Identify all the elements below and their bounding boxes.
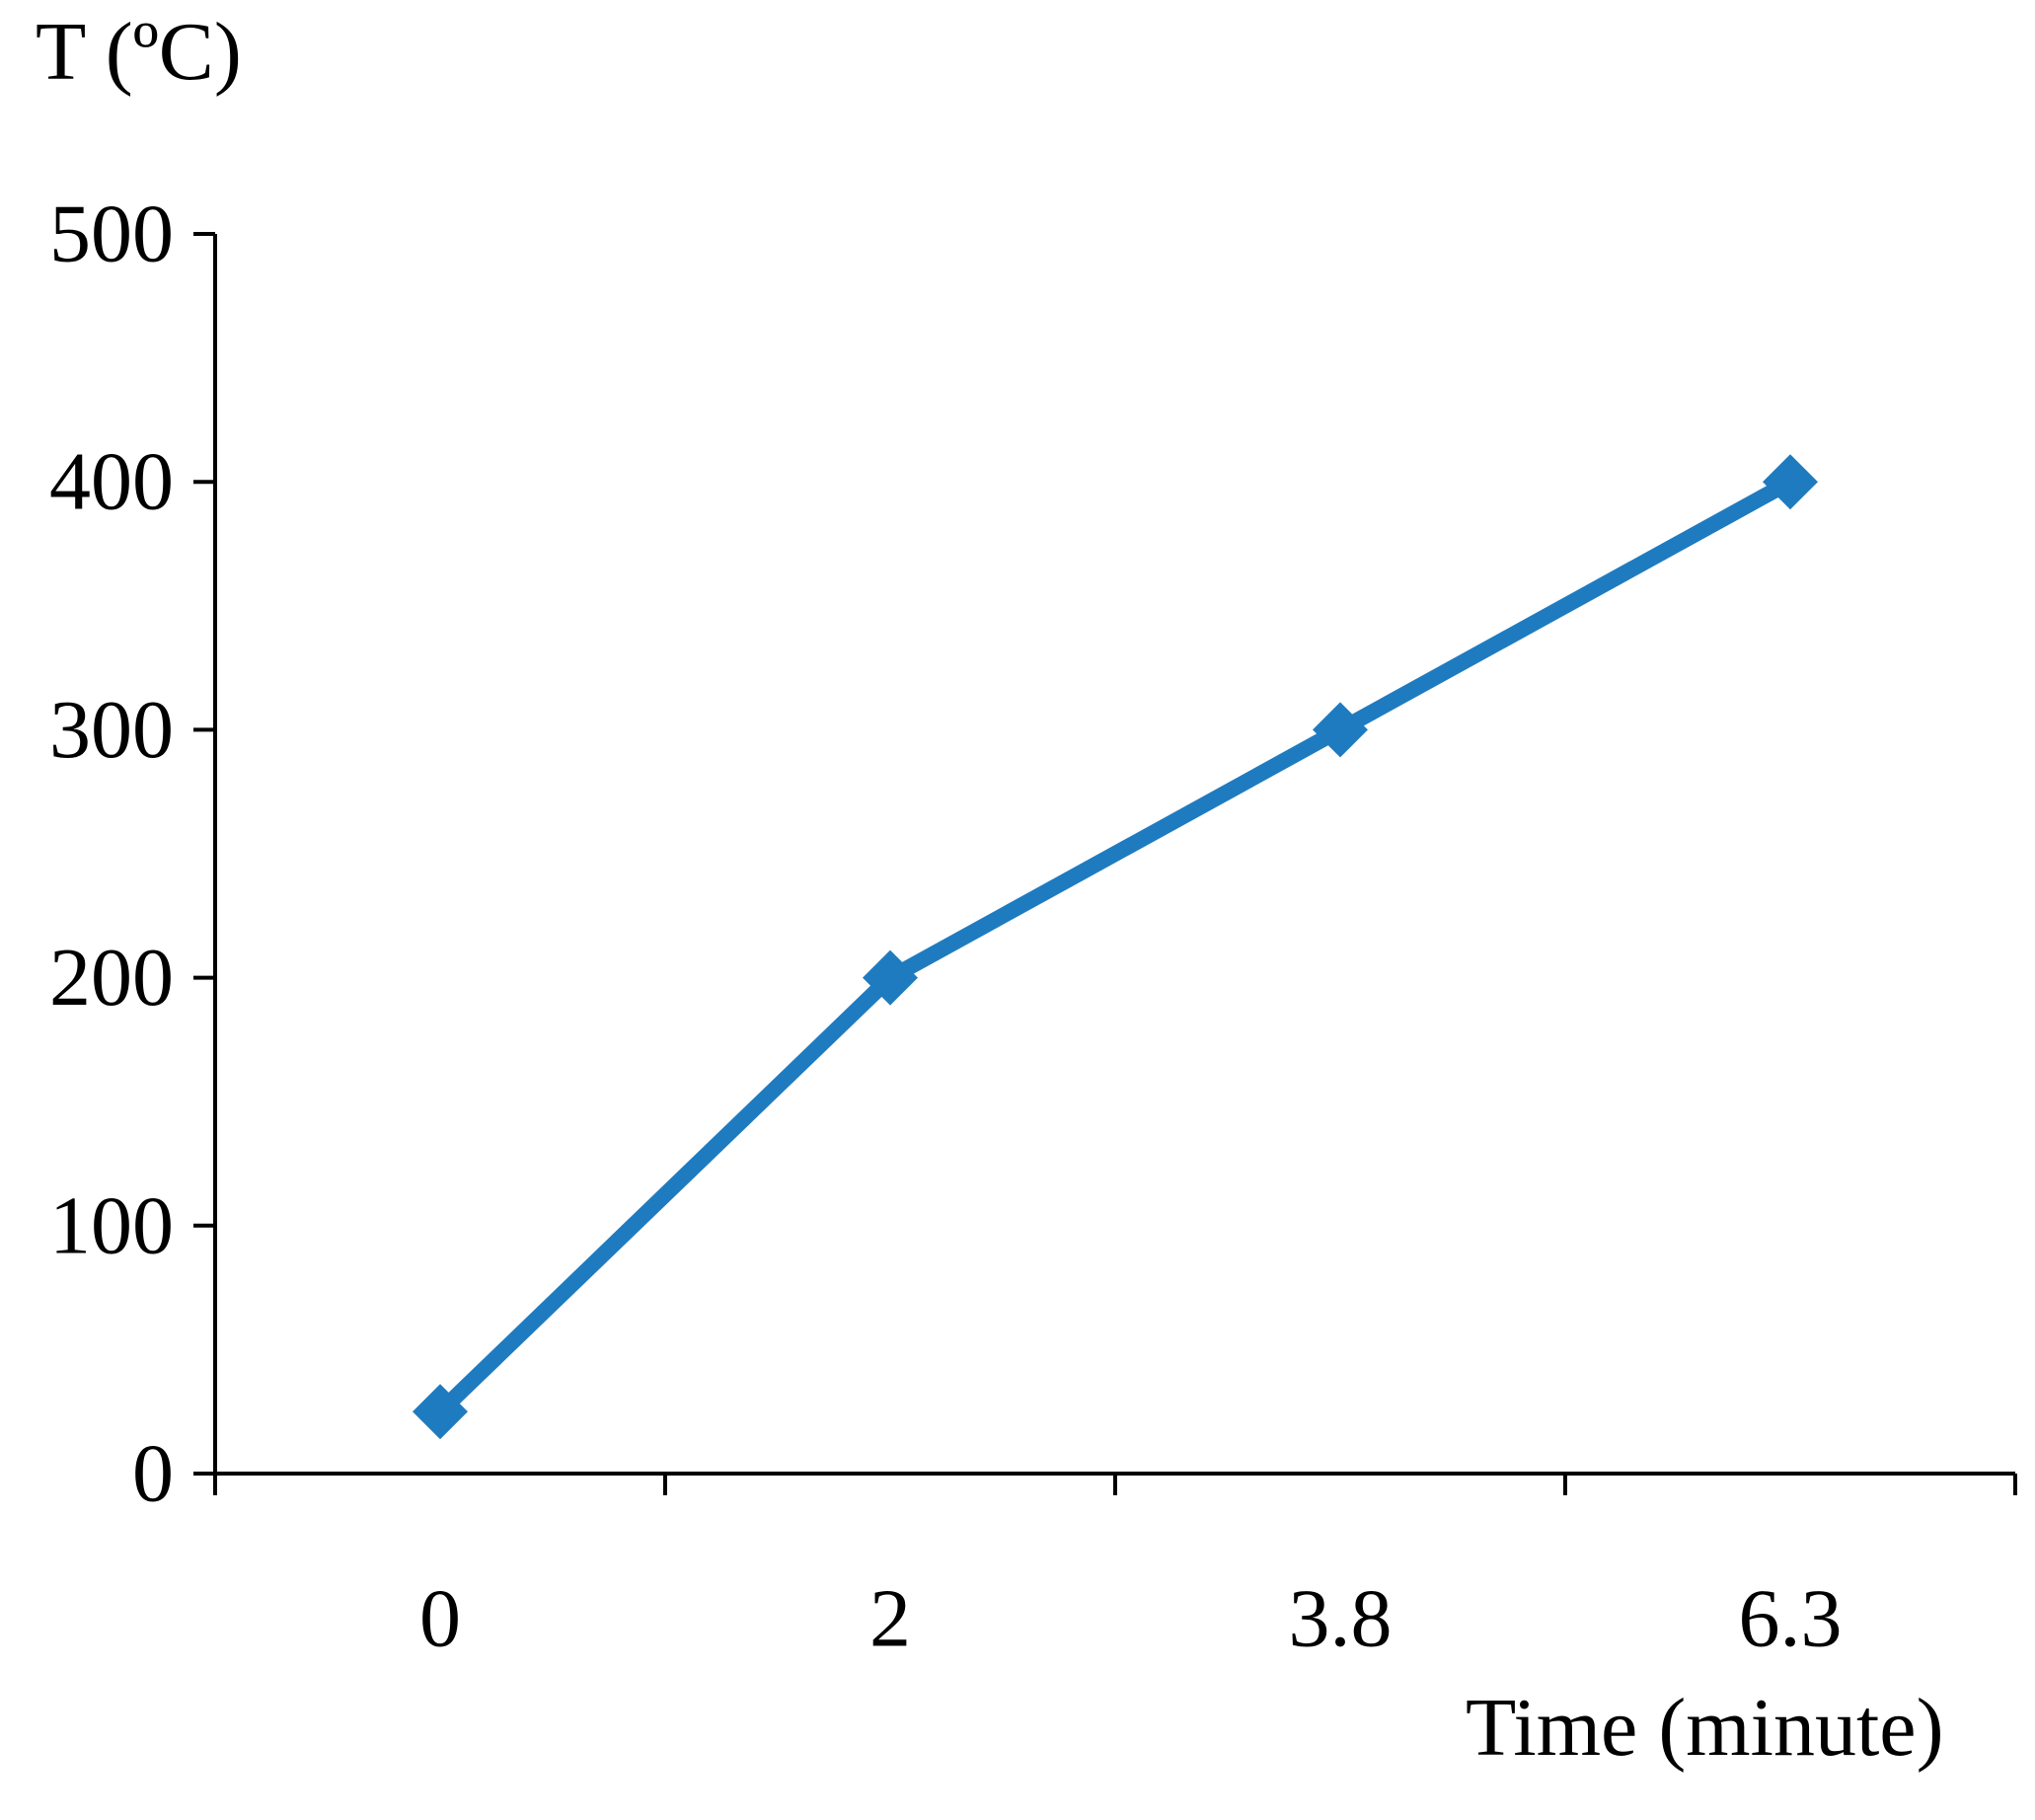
x-axis-title: Time (minute) — [1466, 1682, 1944, 1774]
x-tick-label: 3.8 — [1289, 1573, 1393, 1665]
plot-area — [413, 454, 1818, 1440]
axes — [193, 234, 2015, 1495]
x-ticks: 0 2 3.8 6.3 — [213, 1474, 2017, 1665]
y-axis-title: T (ºC) — [36, 6, 242, 98]
data-point-marker — [1313, 702, 1368, 758]
y-tick-label: 400 — [49, 436, 174, 528]
y-ticks: 0 100 200 300 400 500 — [49, 189, 215, 1520]
y-tick-label: 300 — [49, 684, 174, 776]
y-tick-label: 100 — [49, 1179, 174, 1271]
x-tick-label: 2 — [869, 1573, 911, 1665]
data-point-marker — [863, 949, 918, 1006]
y-tick-label: 500 — [49, 189, 174, 280]
y-tick-label: 200 — [49, 932, 174, 1024]
series-line — [434, 475, 1794, 1417]
x-tick-label: 6.3 — [1739, 1573, 1843, 1665]
y-tick-label: 0 — [132, 1428, 174, 1520]
x-tick-label: 0 — [419, 1573, 461, 1665]
data-point-marker — [1763, 454, 1818, 510]
data-point-marker — [413, 1384, 468, 1440]
